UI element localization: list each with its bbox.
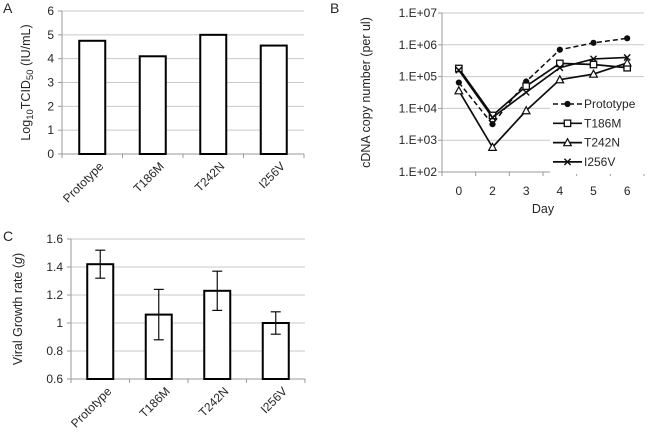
y-tick-label: 6 bbox=[47, 4, 54, 18]
open-square-marker bbox=[522, 82, 531, 91]
y-tick-label: 2 bbox=[47, 99, 54, 113]
filled-circle-marker bbox=[564, 100, 571, 108]
y-axis-title: Viral Growth rate (g) bbox=[11, 253, 25, 365]
x-category-label: T242N bbox=[196, 384, 231, 419]
x-tick-label: 0 bbox=[455, 184, 462, 198]
x-marker bbox=[522, 88, 530, 96]
y-tick-label: 1.E+04 bbox=[399, 101, 438, 115]
y-tick-label: 5 bbox=[47, 28, 54, 42]
y-tick-label: 3 bbox=[47, 76, 54, 90]
series-line-t186m bbox=[458, 62, 628, 117]
y-axis-title: Log10TCID50 (IU/mL) bbox=[19, 24, 36, 140]
x-category-label: Prototype bbox=[60, 159, 106, 205]
y-tick-label: 0.8 bbox=[46, 344, 63, 358]
y-axis-title: cDNA copy number (per ul) bbox=[359, 17, 373, 168]
panel-b-line-chart: 1.E+02 1.E+03 1.E+04 1.E+05 1.E+06 1.E+07 0 2 3 4… bbox=[359, 6, 647, 216]
open-triangle-marker bbox=[562, 137, 573, 147]
y-tick-label: 4 bbox=[47, 52, 54, 66]
x-marker bbox=[556, 64, 564, 72]
legend-entry-i256v: I256V bbox=[553, 155, 615, 169]
x-marker bbox=[455, 66, 463, 74]
x-marker bbox=[488, 113, 497, 122]
y-tick-label: 1.E+03 bbox=[399, 133, 438, 147]
x-marker bbox=[563, 158, 572, 166]
open-square-marker bbox=[555, 59, 564, 68]
legend-label: T242N bbox=[584, 136, 620, 150]
bar-t242n bbox=[199, 33, 228, 155]
series-line-i256v bbox=[458, 56, 628, 119]
x-category-label: I256V bbox=[256, 159, 288, 191]
open-square-marker bbox=[563, 119, 572, 128]
legend-entry-t186m: T186M bbox=[553, 116, 621, 130]
open-triangle-marker bbox=[487, 142, 498, 151]
legend-label: I256V bbox=[584, 155, 615, 169]
y-tick-label: 1.E+02 bbox=[399, 165, 438, 179]
x-axis-title: Day bbox=[532, 202, 555, 216]
bar-i256v bbox=[259, 44, 288, 155]
x-marker bbox=[623, 53, 631, 62]
y-tick-label: 1.E+07 bbox=[399, 6, 438, 20]
x-marker bbox=[589, 55, 598, 63]
x-category-label: Prototype bbox=[68, 384, 114, 430]
filled-circle-marker bbox=[624, 35, 631, 42]
x-tick-label: 3 bbox=[523, 184, 530, 198]
filled-circle-marker bbox=[556, 46, 563, 53]
panel-a-label: A bbox=[3, 0, 13, 16]
y-tick-label: 1 bbox=[47, 123, 54, 137]
open-square-marker bbox=[454, 64, 463, 73]
y-tick-label: 1.E+05 bbox=[399, 70, 438, 84]
x-category-label: T186M bbox=[131, 159, 167, 195]
panel-b-label: B bbox=[330, 0, 340, 16]
filled-circle-marker bbox=[489, 121, 496, 128]
x-tick-label: 2 bbox=[489, 184, 496, 198]
open-triangle-marker bbox=[622, 57, 632, 67]
series-line-t242n bbox=[458, 62, 628, 149]
open-triangle-marker bbox=[521, 105, 531, 115]
legend-entry-prototype: Prototype bbox=[553, 97, 636, 111]
x-category-label: T242N bbox=[192, 159, 227, 194]
bar-prototype bbox=[86, 263, 115, 381]
legend-entry-t242n: T242N bbox=[553, 136, 620, 150]
open-triangle-marker bbox=[454, 85, 464, 95]
x-tick-label: 5 bbox=[590, 184, 597, 198]
y-tick-label: 1 bbox=[56, 316, 63, 330]
open-triangle-marker bbox=[555, 74, 565, 84]
filled-circle-marker bbox=[455, 79, 462, 86]
y-tick-label: 1.4 bbox=[46, 260, 63, 274]
x-tick-label: 4 bbox=[556, 184, 563, 198]
legend-label: Prototype bbox=[584, 97, 636, 111]
y-tick-label: 1.2 bbox=[46, 288, 63, 302]
open-triangle-marker bbox=[588, 68, 599, 78]
y-tick-label: 1.E+06 bbox=[399, 38, 438, 52]
filled-circle-marker bbox=[590, 39, 597, 46]
x-category-label: T186M bbox=[137, 384, 173, 420]
series-line-prototype bbox=[458, 37, 628, 126]
bar-prototype bbox=[78, 39, 107, 156]
x-category-label: I256V bbox=[258, 384, 290, 416]
panel-c-label: C bbox=[3, 228, 14, 244]
panel-a-bar-chart: 0 1 2 3 4 5 6 Prototype T186M T242N I256V Log10TCID… bbox=[19, 4, 305, 205]
bar-t186m bbox=[138, 55, 167, 155]
panel-c-bar-chart: 0.6 0.8 1 1.2 1.4 1.6 Prototype T186M T242N I256V… bbox=[11, 232, 306, 430]
x-tick-label: 6 bbox=[624, 184, 631, 198]
open-square-marker bbox=[589, 60, 598, 69]
y-tick-label: 0.6 bbox=[46, 372, 63, 386]
y-tick-label: 1.6 bbox=[46, 232, 63, 246]
y-tick-label: 0 bbox=[47, 147, 54, 161]
legend-label: T186M bbox=[584, 116, 621, 130]
